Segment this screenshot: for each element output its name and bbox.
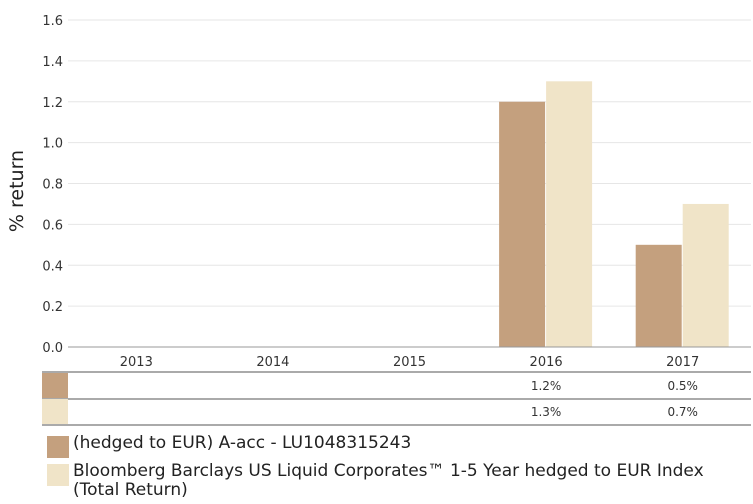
- y-tick-label: 0.8: [42, 178, 63, 193]
- table-cell: 1.2%: [531, 379, 562, 393]
- y-tick-label: 0.0: [42, 341, 63, 356]
- table-cell: 0.5%: [667, 379, 698, 393]
- bar-fund-2017: [635, 244, 682, 347]
- legend-item-fund: (hedged to EUR) A-acc - LU1048315243: [47, 434, 753, 458]
- bar-chart: 0.0 0.2 0.4 0.6 0.8 1.0 1.2 1.4 1.6 % return 201…: [6, 14, 751, 426]
- x-tick-label: 2014: [256, 355, 289, 370]
- bars: [499, 81, 729, 347]
- table-cell: 1.3%: [531, 405, 562, 419]
- y-tick-label: 1.0: [42, 137, 63, 152]
- table-swatch-fund: [42, 373, 68, 398]
- x-tick-label: 2015: [393, 355, 426, 370]
- table-cell: 0.7%: [667, 405, 698, 419]
- y-axis-label: % return: [6, 150, 28, 232]
- y-tick-label: 1.6: [42, 14, 63, 29]
- y-tick-label: 0.4: [42, 259, 63, 274]
- legend: (hedged to EUR) A-acc - LU1048315243 Blo…: [47, 434, 753, 504]
- bar-index-2016: [546, 81, 593, 347]
- gridlines: [68, 19, 751, 348]
- bar-fund-2016: [499, 101, 546, 347]
- y-tick-label: 0.2: [42, 300, 63, 315]
- x-tick-label: 2017: [666, 355, 699, 370]
- legend-label-index: Bloomberg Barclays US Liquid Corporates™…: [73, 461, 704, 500]
- x-axis-ticks: 2013 2014 2015 2016 2017: [120, 355, 699, 370]
- y-axis-ticks: 0.0 0.2 0.4 0.6 0.8 1.0 1.2 1.4 1.6: [42, 14, 63, 356]
- legend-item-index: Bloomberg Barclays US Liquid Corporates™…: [47, 462, 753, 500]
- y-tick-label: 1.4: [42, 55, 63, 70]
- bar-index-2017: [682, 203, 729, 347]
- legend-label-fund: (hedged to EUR) A-acc - LU1048315243: [73, 433, 412, 453]
- x-tick-label: 2016: [530, 355, 563, 370]
- legend-swatch-fund: [47, 436, 69, 458]
- y-tick-label: 1.2: [42, 96, 63, 111]
- data-table: 1.2% 0.5% 1.3% 0.7%: [42, 371, 751, 426]
- y-tick-label: 0.6: [42, 218, 63, 233]
- legend-swatch-index: [47, 464, 69, 486]
- x-tick-label: 2013: [120, 355, 153, 370]
- table-swatch-index: [42, 399, 68, 424]
